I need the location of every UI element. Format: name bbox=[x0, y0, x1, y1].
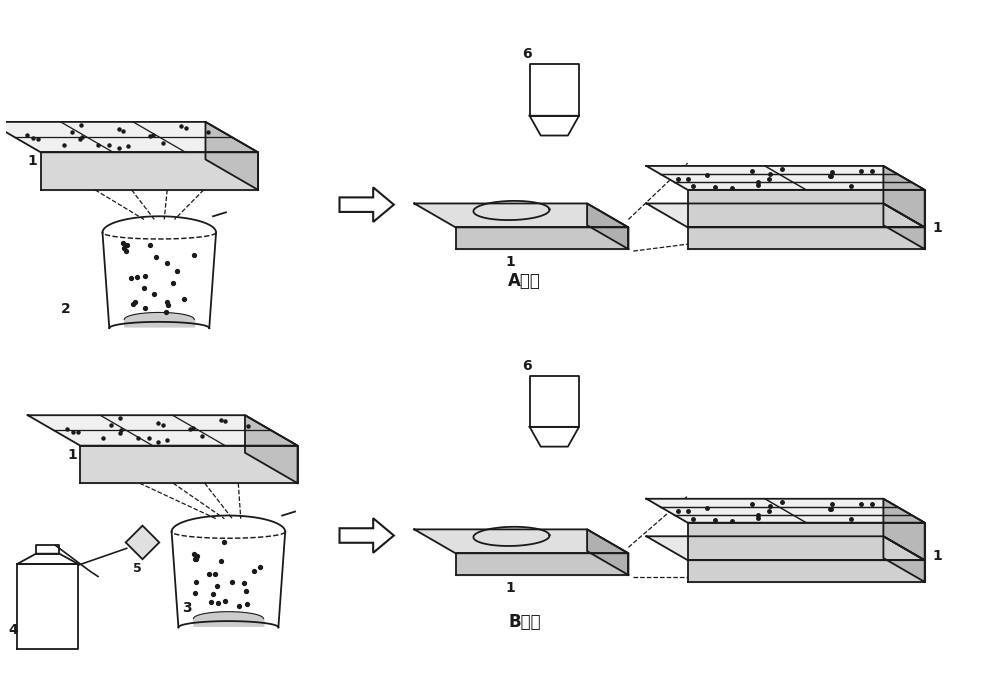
Polygon shape bbox=[587, 203, 628, 249]
Polygon shape bbox=[530, 376, 579, 427]
Text: 5: 5 bbox=[133, 562, 141, 575]
Text: 2: 2 bbox=[61, 302, 70, 316]
Polygon shape bbox=[17, 554, 78, 564]
Polygon shape bbox=[456, 227, 628, 249]
Polygon shape bbox=[688, 560, 925, 582]
Polygon shape bbox=[688, 523, 925, 560]
Text: 1: 1 bbox=[505, 255, 515, 269]
Polygon shape bbox=[646, 166, 925, 190]
Polygon shape bbox=[883, 536, 925, 582]
Text: 6: 6 bbox=[522, 48, 531, 61]
Polygon shape bbox=[530, 427, 579, 447]
Polygon shape bbox=[883, 166, 925, 227]
Text: 1: 1 bbox=[28, 154, 38, 168]
Text: 1: 1 bbox=[505, 581, 515, 595]
Text: 6: 6 bbox=[522, 359, 531, 373]
Polygon shape bbox=[414, 203, 628, 227]
Polygon shape bbox=[646, 536, 925, 560]
Polygon shape bbox=[883, 203, 925, 249]
Text: 3: 3 bbox=[182, 600, 192, 614]
Polygon shape bbox=[530, 116, 579, 135]
Polygon shape bbox=[0, 122, 258, 152]
Polygon shape bbox=[530, 65, 579, 116]
Polygon shape bbox=[205, 122, 258, 190]
Polygon shape bbox=[646, 203, 925, 227]
Polygon shape bbox=[245, 415, 298, 483]
Polygon shape bbox=[456, 553, 628, 575]
Polygon shape bbox=[28, 415, 298, 446]
Polygon shape bbox=[587, 530, 628, 575]
Polygon shape bbox=[126, 526, 159, 559]
Polygon shape bbox=[80, 446, 298, 483]
Polygon shape bbox=[17, 564, 78, 649]
Polygon shape bbox=[688, 190, 925, 227]
Text: 4: 4 bbox=[8, 623, 18, 637]
Text: 1: 1 bbox=[933, 221, 942, 236]
Text: 1: 1 bbox=[933, 549, 942, 563]
Polygon shape bbox=[340, 187, 394, 222]
Polygon shape bbox=[340, 518, 394, 553]
Text: 1: 1 bbox=[67, 448, 77, 462]
Text: B途径: B途径 bbox=[508, 613, 541, 631]
Polygon shape bbox=[646, 499, 925, 523]
Polygon shape bbox=[41, 152, 258, 190]
Polygon shape bbox=[414, 530, 628, 553]
Polygon shape bbox=[883, 499, 925, 560]
Text: A途径: A途径 bbox=[508, 272, 541, 289]
Polygon shape bbox=[688, 227, 925, 249]
